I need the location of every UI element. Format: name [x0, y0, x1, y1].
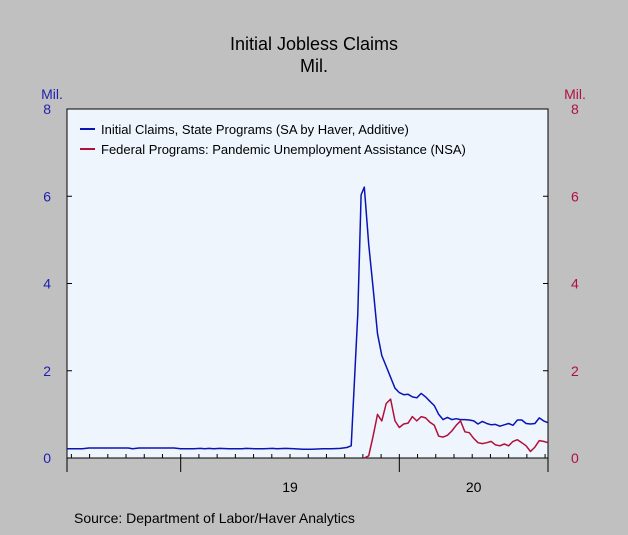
- y-right-tick-label: 2: [571, 363, 579, 379]
- chart-title: Initial Jobless Claims: [230, 34, 398, 54]
- y-left-tick-label: 2: [43, 363, 51, 379]
- axis-ticks: 0 0 2 2 4 4 6 6 8 8 19 20: [43, 101, 579, 495]
- source-note: Source: Department of Labor/Haver Analyt…: [74, 510, 355, 526]
- legend: Initial Claims, State Programs (SA by Ha…: [80, 122, 466, 157]
- chart-subtitle: Mil.: [300, 56, 328, 76]
- x-tick-label: 20: [466, 479, 482, 495]
- series-line-1: [67, 186, 549, 451]
- series-line-2: [363, 398, 549, 459]
- right-axis-unit: Mil.: [564, 86, 586, 102]
- y-right-tick-label: 6: [571, 188, 579, 204]
- y-right-tick-label: 8: [571, 101, 579, 117]
- y-left-tick-label: 6: [43, 188, 51, 204]
- y-left-tick-label: 4: [43, 276, 51, 292]
- legend-label-2: Federal Programs: Pandemic Unemployment …: [101, 142, 466, 157]
- y-right-tick-label: 0: [571, 450, 579, 466]
- left-axis-unit: Mil.: [41, 86, 63, 102]
- plot-area: [66, 108, 549, 459]
- y-left-tick-label: 8: [43, 101, 51, 117]
- y-left-tick-label: 0: [43, 450, 51, 466]
- series-lines: [67, 186, 549, 459]
- legend-label-1: Initial Claims, State Programs (SA by Ha…: [101, 122, 409, 137]
- x-tick-label: 19: [282, 479, 298, 495]
- y-right-tick-label: 4: [571, 276, 579, 292]
